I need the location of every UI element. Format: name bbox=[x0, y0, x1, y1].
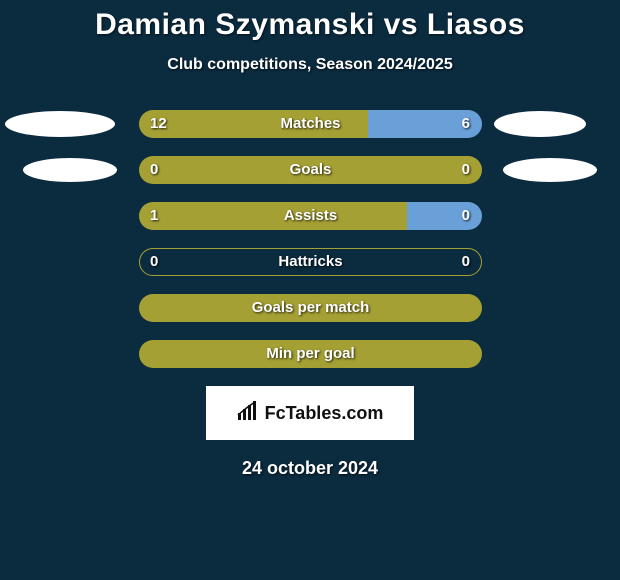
bar-left-segment bbox=[139, 202, 407, 230]
ellipse-left-0 bbox=[5, 111, 115, 137]
stat-row-gpm: Goals per match bbox=[0, 294, 620, 322]
logo-box: FcTables.com bbox=[206, 386, 414, 440]
stat-row-assists: 1 0 Assists bbox=[0, 202, 620, 230]
logo-text: FcTables.com bbox=[265, 403, 384, 424]
value-left: 0 bbox=[150, 248, 158, 276]
ellipse-left-1 bbox=[23, 158, 117, 182]
bar-right-segment bbox=[407, 202, 482, 230]
value-right: 0 bbox=[462, 202, 470, 230]
stat-row-goals: 0 0 Goals bbox=[0, 156, 620, 184]
bar-track bbox=[139, 248, 482, 276]
value-right: 0 bbox=[462, 156, 470, 184]
stats-area: 12 6 Matches 0 0 Goals 1 0 Assists bbox=[0, 110, 620, 368]
bar-track bbox=[139, 202, 482, 230]
page-title: Damian Szymanski vs Liasos bbox=[0, 0, 620, 42]
bar-track bbox=[139, 156, 482, 184]
stat-row-hattricks: 0 0 Hattricks bbox=[0, 248, 620, 276]
bar-track bbox=[139, 110, 482, 138]
bar-left-segment bbox=[139, 156, 482, 184]
bar-left-segment bbox=[139, 294, 482, 322]
chart-icon bbox=[237, 401, 259, 426]
value-left: 0 bbox=[150, 156, 158, 184]
stat-row-mpg: Min per goal bbox=[0, 340, 620, 368]
subtitle: Club competitions, Season 2024/2025 bbox=[0, 56, 620, 74]
value-right: 6 bbox=[462, 110, 470, 138]
stat-row-matches: 12 6 Matches bbox=[0, 110, 620, 138]
date-label: 24 october 2024 bbox=[0, 458, 620, 479]
value-left: 12 bbox=[150, 110, 167, 138]
ellipse-right-0 bbox=[494, 111, 586, 137]
value-left: 1 bbox=[150, 202, 158, 230]
bar-track bbox=[139, 340, 482, 368]
ellipse-right-1 bbox=[503, 158, 597, 182]
bar-left-segment bbox=[139, 340, 482, 368]
infographic-root: Damian Szymanski vs Liasos Club competit… bbox=[0, 0, 620, 580]
value-right: 0 bbox=[462, 248, 470, 276]
bar-left-segment bbox=[139, 110, 368, 138]
bar-track bbox=[139, 294, 482, 322]
